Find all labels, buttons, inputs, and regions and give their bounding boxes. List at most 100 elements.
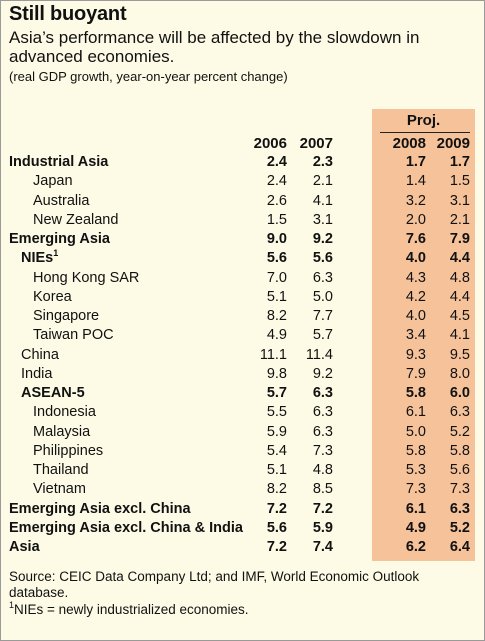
value-2007: 2.3: [312, 154, 333, 170]
value-2009: 4.5: [449, 308, 470, 324]
value-2006: 5.7: [266, 385, 287, 401]
value-2008: 5.3: [405, 462, 426, 478]
value-2007: 7.3: [312, 442, 333, 459]
value-2006: 2.6: [266, 192, 287, 209]
year-header-2009: 2009: [436, 135, 470, 152]
value-2009: 7.3: [449, 481, 470, 498]
value-2006: 7.0: [266, 269, 287, 286]
year-header-2006: 2006: [253, 135, 287, 152]
value-2007: 9.2: [312, 365, 333, 382]
value-2009: 4.8: [449, 269, 470, 286]
row-label: Asia: [9, 539, 40, 555]
value-2008: 5.8: [405, 385, 426, 401]
row-label-text: NIEs: [21, 250, 54, 267]
value-2009: 1.7: [449, 154, 470, 170]
value-2007: 6.3: [312, 423, 333, 440]
table-row: Philippines 5.4 7.3 5.8 5.8: [0, 442, 485, 461]
row-label: Singapore: [33, 308, 100, 324]
row-label: Emerging Asia excl. China & India: [9, 519, 243, 536]
value-2009: 4.1: [449, 327, 470, 344]
footnote: 1NIEs = newly industrialized economies.: [9, 600, 479, 618]
row-label: Philippines: [33, 442, 104, 459]
table-row: Australia 2.6 4.1 3.2 3.1: [0, 192, 485, 211]
value-2009: 5.2: [449, 519, 470, 536]
value-2008: 4.0: [405, 308, 426, 324]
value-2009: 5.8: [449, 442, 470, 459]
value-2008: 5.0: [405, 423, 426, 440]
table-row: NIEs1 5.6 5.6 4.0 4.4: [0, 249, 485, 268]
value-2007: 6.3: [312, 404, 333, 421]
row-label: ASEAN-5: [21, 385, 85, 401]
value-2008: 9.3: [405, 346, 426, 363]
projection-band: [372, 109, 475, 561]
value-2006: 5.6: [266, 250, 287, 267]
value-2009: 6.4: [449, 539, 470, 555]
row-label: Indonesia: [33, 404, 96, 421]
value-2008: 6.2: [405, 539, 426, 555]
table-row: Vietnam 8.2 8.5 7.3 7.3: [0, 480, 485, 499]
value-2008: 1.7: [405, 154, 426, 170]
value-2009: 7.9: [449, 231, 470, 247]
table-row: Singapore 8.2 7.7 4.0 4.5: [0, 307, 485, 326]
value-2007: 5.6: [312, 250, 333, 267]
value-2009: 5.6: [449, 462, 470, 478]
value-2007: 5.9: [312, 519, 333, 536]
value-2009: 2.1: [449, 211, 470, 228]
value-2006: 11.1: [259, 346, 287, 363]
value-2007: 5.7: [312, 327, 333, 344]
value-2006: 7.2: [266, 539, 287, 555]
units-note: (real GDP growth, year-on-year percent c…: [9, 69, 288, 84]
figure-subtitle: Asia’s performance will be affected by t…: [9, 28, 420, 66]
table-row: Industrial Asia 2.4 2.3 1.7 1.7: [0, 153, 485, 172]
value-2008: 5.8: [405, 442, 426, 459]
table-row: Emerging Asia excl. China 7.2 7.2 6.1 6.…: [0, 500, 485, 519]
row-label: India: [21, 365, 53, 382]
value-2009: 4.4: [449, 288, 470, 305]
value-2008: 7.9: [405, 365, 426, 382]
table-row: Emerging Asia 9.0 9.2 7.6 7.9: [0, 230, 485, 249]
value-2008: 6.1: [405, 404, 426, 421]
projection-label: Proj.: [406, 112, 441, 129]
value-2007: 7.4: [312, 539, 333, 555]
value-2006: 5.5: [266, 404, 287, 421]
value-2008: 4.2: [405, 288, 426, 305]
table-row: India 9.8 9.2 7.9 8.0: [0, 365, 485, 384]
value-2006: 7.2: [266, 500, 287, 517]
value-2006: 8.2: [266, 308, 287, 324]
value-2009: 8.0: [449, 365, 470, 382]
value-2008: 3.4: [405, 327, 426, 344]
value-2009: 6.3: [449, 404, 470, 421]
table-row: Hong Kong SAR 7.0 6.3 4.3 4.8: [0, 269, 485, 288]
value-2007: 11.4: [305, 346, 333, 363]
value-2006: 9.8: [266, 365, 287, 382]
value-2009: 6.0: [449, 385, 470, 401]
table-row: ASEAN-5 5.7 6.3 5.8 6.0: [0, 384, 485, 403]
value-2006: 5.1: [266, 462, 287, 478]
row-label: Hong Kong SAR: [33, 269, 140, 286]
value-2008: 6.1: [405, 500, 426, 517]
row-label: Vietnam: [33, 481, 86, 498]
table-row: Thailand 5.1 4.8 5.3 5.6: [0, 461, 485, 480]
value-2008: 3.2: [405, 192, 426, 209]
row-label: China: [21, 346, 59, 363]
value-2009: 3.1: [449, 192, 470, 209]
value-2008: 7.3: [405, 481, 426, 498]
value-2007: 9.2: [312, 231, 333, 247]
value-2007: 6.3: [312, 385, 333, 401]
value-2007: 7.2: [312, 500, 333, 517]
value-2006: 2.4: [266, 154, 287, 170]
value-2007: 4.1: [312, 192, 333, 209]
value-2006: 5.6: [266, 519, 287, 536]
value-2007: 6.3: [312, 269, 333, 286]
value-2007: 4.8: [312, 462, 333, 478]
value-2007: 5.0: [312, 288, 333, 305]
year-header-2008: 2008: [392, 135, 426, 152]
value-2008: 7.6: [405, 231, 426, 247]
row-label: Emerging Asia: [9, 231, 110, 247]
value-2006: 5.1: [266, 288, 287, 305]
value-2008: 4.3: [405, 269, 426, 286]
value-2007: 8.5: [312, 481, 333, 498]
value-2009: 5.2: [449, 423, 470, 440]
footnote-marker: 1: [9, 600, 15, 610]
value-2006: 8.2: [266, 481, 287, 498]
